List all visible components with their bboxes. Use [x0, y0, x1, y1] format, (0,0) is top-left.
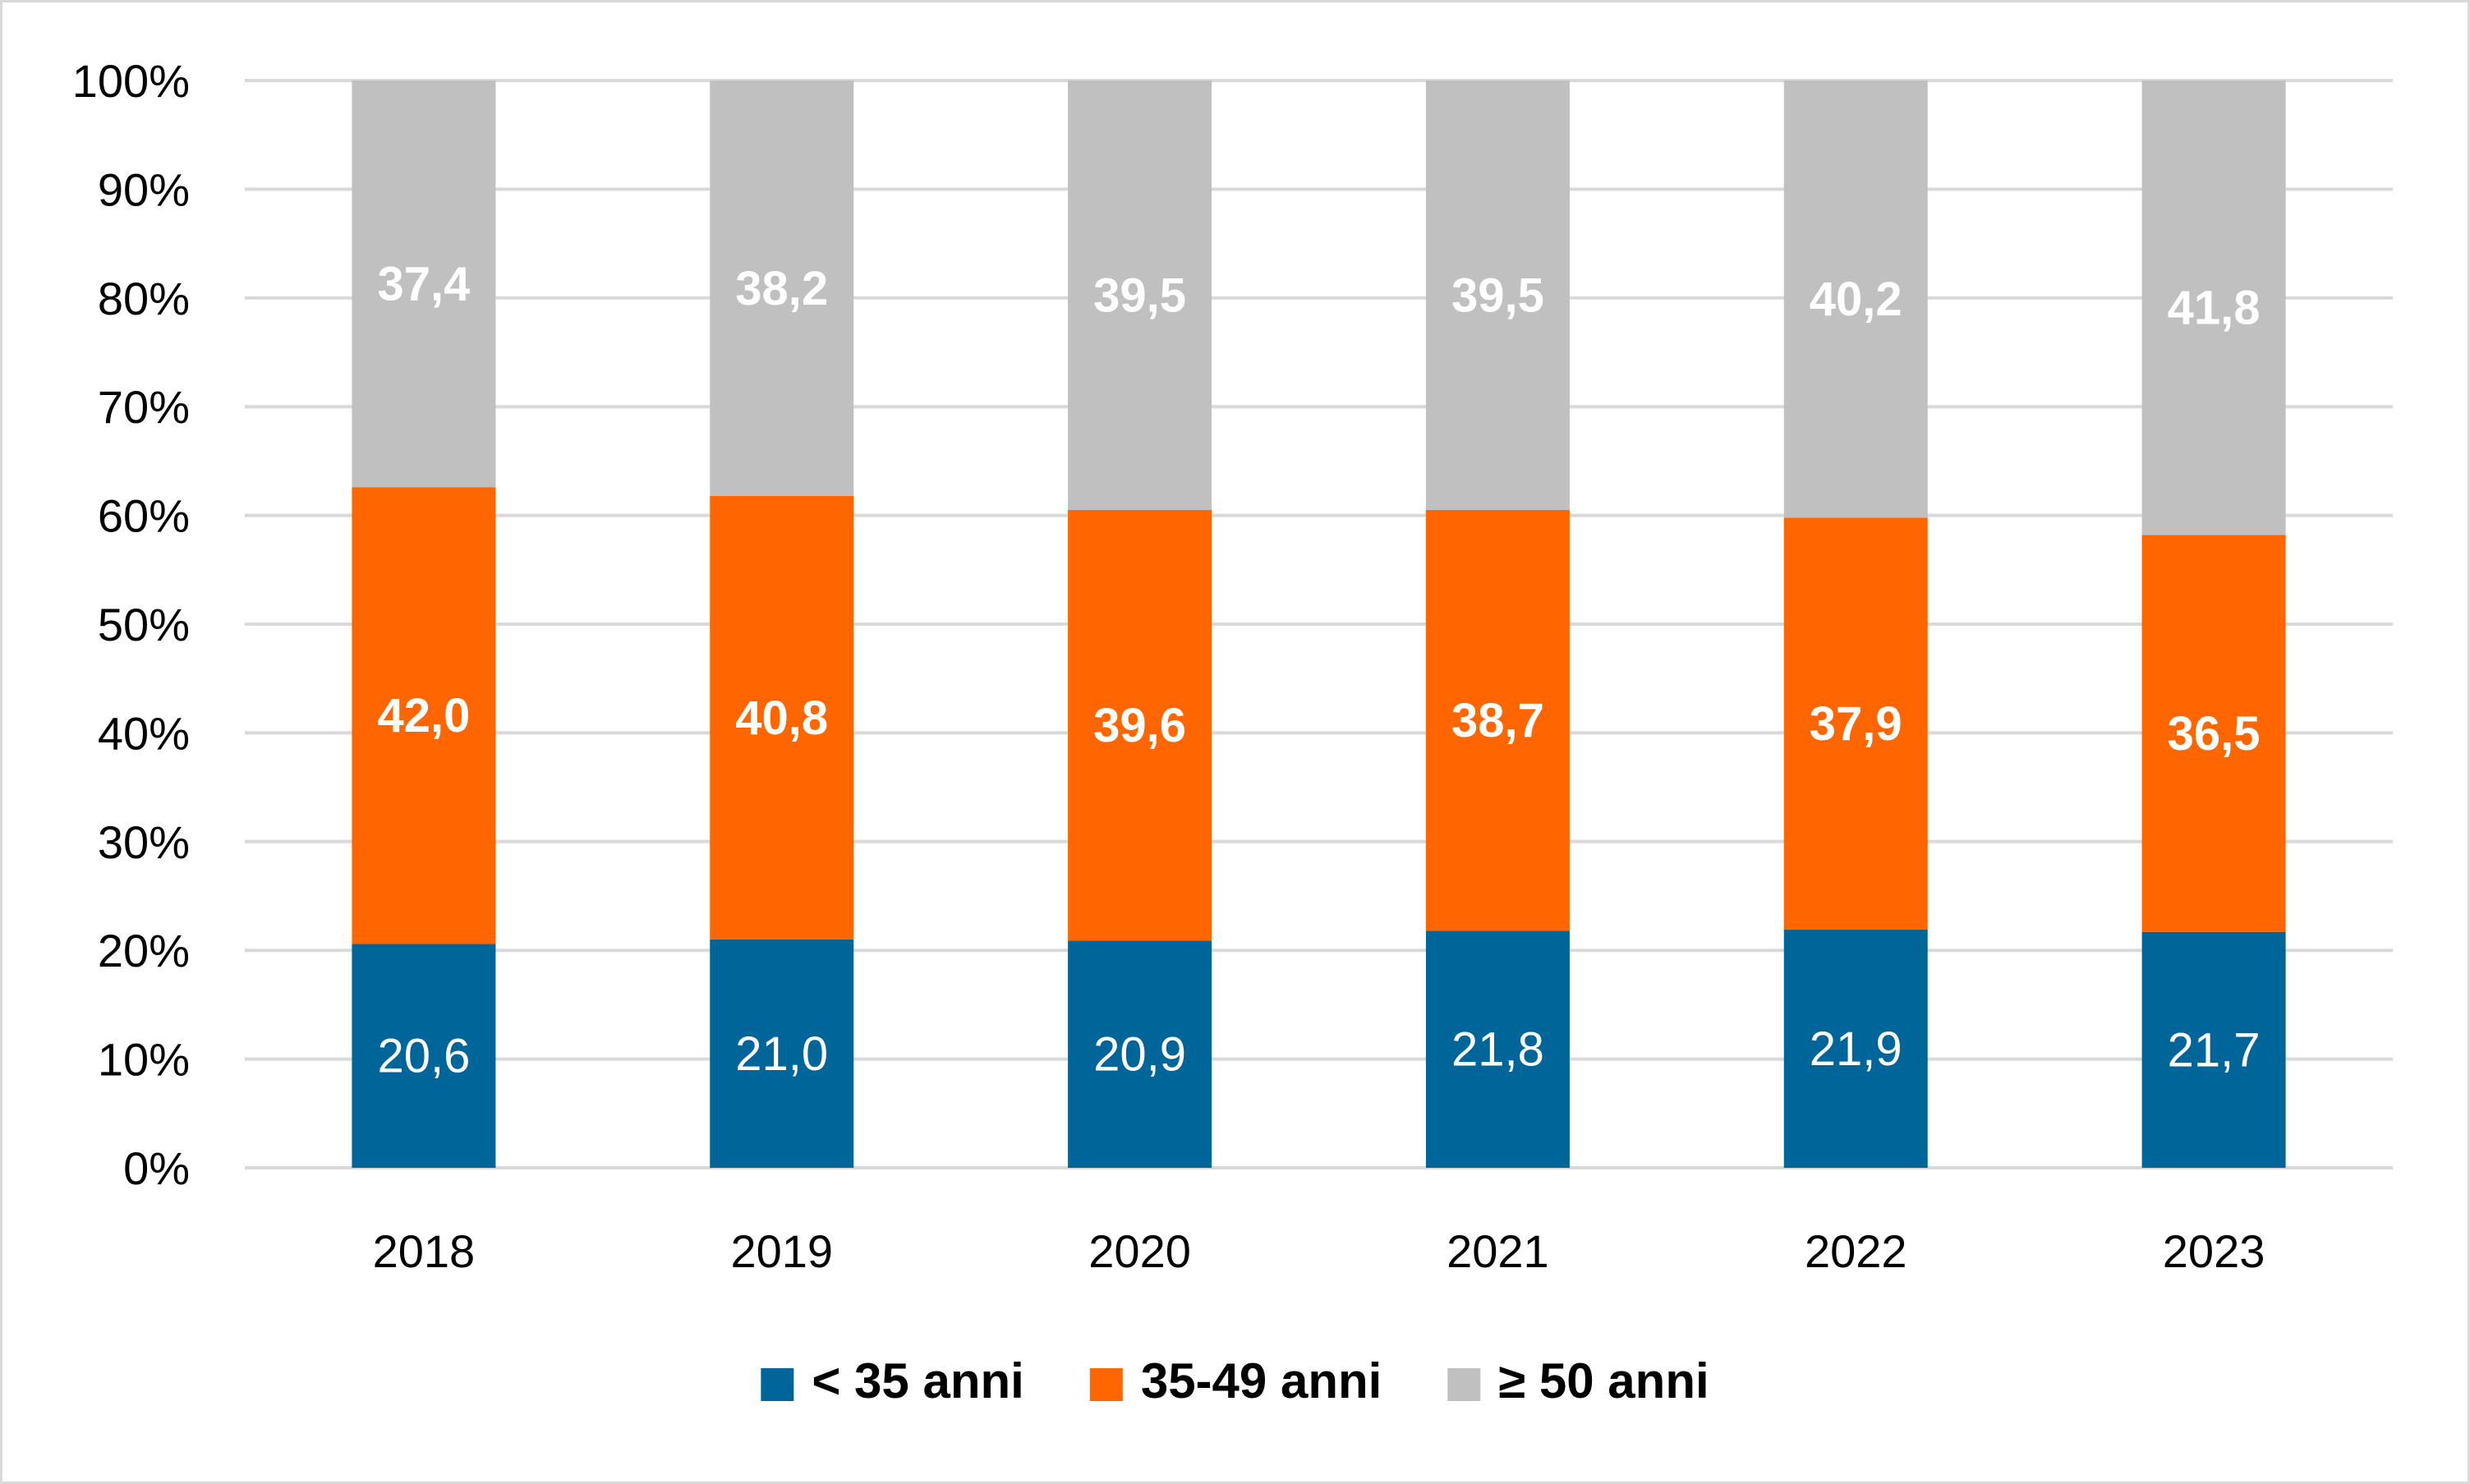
legend-item: ≥ 50 anni — [1447, 1353, 1709, 1408]
bar-segment — [710, 939, 854, 1168]
legend-swatch — [1089, 1368, 1123, 1401]
y-tick-label: 10% — [98, 1034, 190, 1086]
legend-label: ≥ 50 anni — [1498, 1353, 1709, 1408]
bar-segment — [1425, 509, 1570, 931]
x-tick-label: 2020 — [1088, 1225, 1191, 1277]
y-tick-label: 40% — [98, 707, 190, 759]
bar-segment — [1425, 80, 1570, 510]
bar-segment — [1068, 940, 1212, 1168]
y-axis: 0% 10% 20% 30% 40% 50% 60% 70% 80% 90% 100% — [72, 55, 190, 1194]
x-tick-label: 2023 — [2163, 1225, 2265, 1277]
data-label: 40,2 — [1810, 273, 1902, 326]
x-tick-label: 2022 — [1805, 1225, 1907, 1277]
data-label: 39,5 — [1093, 269, 1186, 322]
data-label: 39,5 — [1451, 269, 1544, 322]
y-tick-label: 20% — [98, 925, 190, 976]
data-label: 38,7 — [1451, 694, 1544, 747]
y-tick-label: 60% — [98, 490, 190, 542]
data-label: 39,6 — [1093, 699, 1186, 752]
bar-segment — [352, 487, 496, 944]
y-tick-label: 70% — [98, 381, 190, 433]
data-label: 20,9 — [1093, 1028, 1186, 1082]
bar-segment — [1068, 509, 1212, 941]
bar-segment — [2141, 535, 2286, 932]
bar-segment — [352, 80, 496, 488]
y-tick-label: 0% — [123, 1142, 190, 1194]
y-tick-label: 90% — [98, 163, 190, 215]
data-label: 21,8 — [1451, 1023, 1544, 1077]
bar-segment — [2141, 80, 2286, 535]
bar-segment — [1783, 80, 1928, 518]
x-tick-label: 2019 — [730, 1225, 833, 1277]
y-tick-label: 30% — [98, 816, 190, 868]
legend-label: < 35 anni — [812, 1353, 1023, 1408]
bar-segment — [1783, 930, 1928, 1168]
bar-segment — [710, 495, 854, 940]
bar-segment — [1783, 517, 1928, 930]
legend-item: < 35 anni — [761, 1353, 1024, 1408]
data-label: 38,2 — [735, 262, 828, 315]
data-label: 40,8 — [735, 691, 828, 745]
data-label: 42,0 — [377, 689, 470, 742]
x-tick-label: 2018 — [373, 1225, 476, 1277]
x-tick-label: 2021 — [1447, 1225, 1549, 1277]
legend-label: 35-49 anni — [1141, 1353, 1382, 1408]
data-label: 37,9 — [1810, 697, 1902, 751]
data-label: 21,9 — [1810, 1022, 1902, 1076]
data-label: 21,7 — [2168, 1023, 2261, 1077]
bar-segment — [1068, 80, 1212, 510]
bars: 20,6 42,0 37,4 21,0 40,8 38,2 20,9 39,6 39,5 21,8… — [352, 80, 2286, 1168]
y-tick-label: 80% — [98, 273, 190, 324]
x-axis: 2018 2019 2020 2021 2022 2023 — [373, 1225, 2265, 1277]
data-label: 37,4 — [377, 258, 470, 311]
legend-swatch — [761, 1368, 794, 1401]
data-label: 20,6 — [377, 1030, 470, 1083]
y-tick-label: 100% — [72, 55, 190, 107]
data-label: 36,5 — [2168, 707, 2261, 760]
y-tick-label: 50% — [98, 599, 190, 650]
bar-segment — [2141, 931, 2286, 1168]
gridlines — [245, 79, 2393, 1169]
legend-item: 35-49 anni — [1089, 1353, 1382, 1408]
data-label: 21,0 — [735, 1027, 828, 1081]
bar-segment — [352, 944, 496, 1168]
legend-swatch — [1447, 1368, 1481, 1401]
bar-segment — [1425, 930, 1570, 1168]
legend: < 35 anni 35-49 anni ≥ 50 anni — [761, 1353, 1709, 1408]
data-label: 41,8 — [2168, 282, 2261, 335]
bar-segment — [710, 80, 854, 496]
